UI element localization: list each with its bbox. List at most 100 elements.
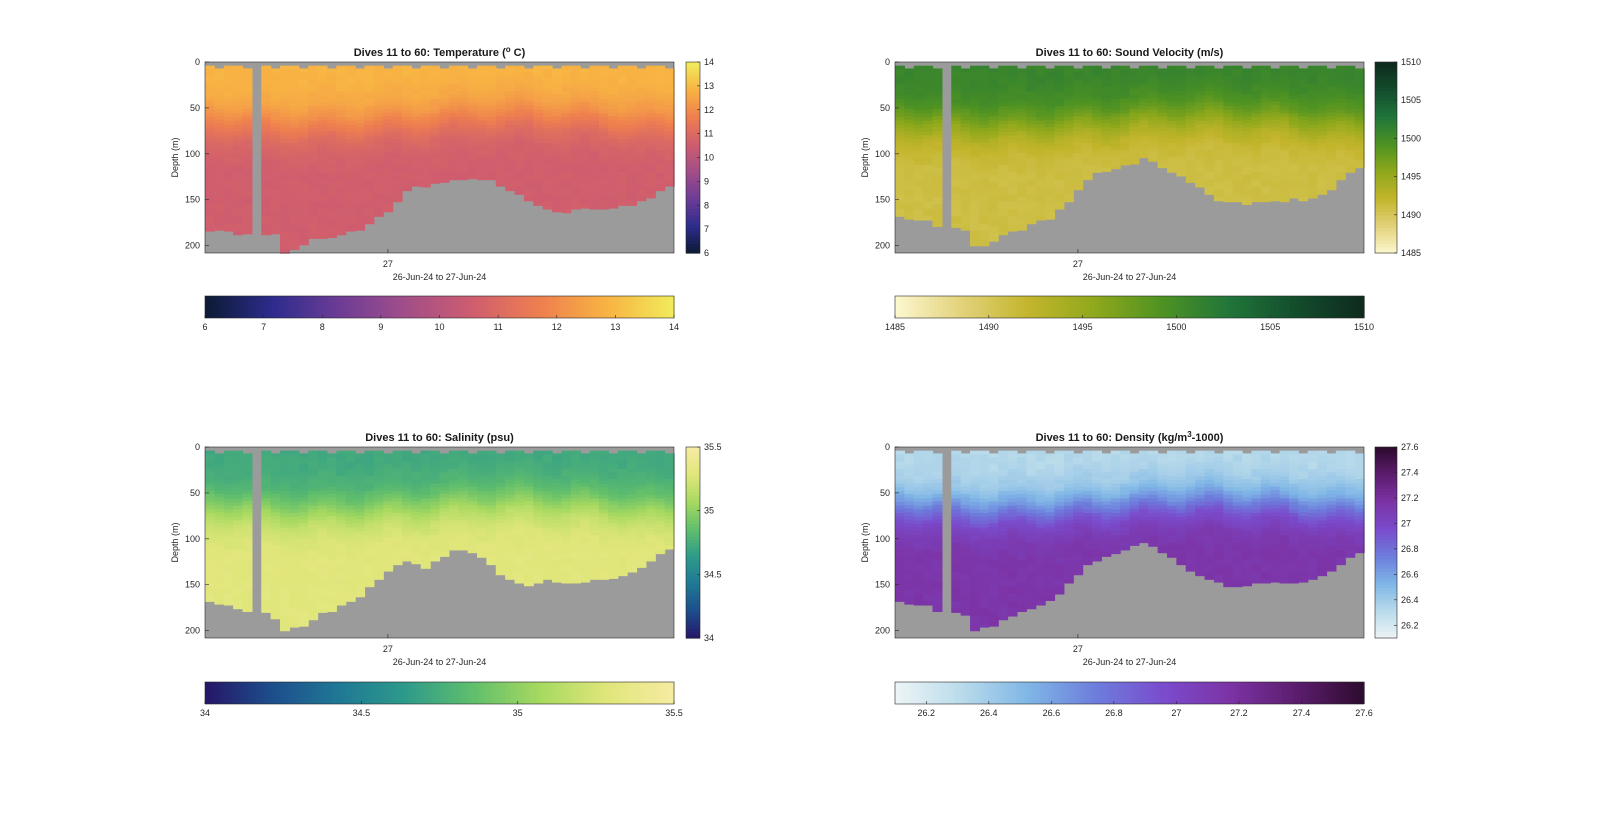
heatmap-cell — [1335, 139, 1346, 144]
heatmap-cell — [214, 226, 225, 231]
heatmap-cell — [1251, 73, 1262, 78]
colorbar-swatch — [686, 116, 700, 120]
heatmap-cell — [1176, 120, 1187, 126]
heatmap-cell — [364, 450, 375, 455]
heatmap-cell — [1026, 183, 1037, 188]
heatmap-cell — [477, 95, 487, 100]
heatmap-cell — [298, 541, 309, 546]
heatmap-cell — [326, 233, 337, 238]
heatmap-cell — [355, 72, 366, 77]
heatmap-cell — [223, 142, 234, 148]
heatmap-cell — [345, 216, 356, 221]
heatmap-cell — [1213, 123, 1224, 128]
colorbar-swatch — [1082, 296, 1088, 318]
heatmap-cell — [1326, 141, 1337, 147]
heatmap-cell — [598, 164, 609, 170]
heatmap-cell — [223, 553, 234, 558]
heatmap-cell — [1073, 141, 1084, 147]
heatmap-cell — [514, 102, 525, 107]
heatmap-cell — [561, 164, 572, 170]
heatmap-cell — [242, 215, 253, 220]
heatmap-cell — [223, 535, 234, 540]
colorbar-swatch — [686, 119, 700, 124]
heatmap-cell — [392, 175, 403, 181]
heatmap-cell — [1054, 69, 1065, 74]
heatmap-cell — [355, 127, 366, 132]
heatmap-cell — [242, 171, 253, 176]
heatmap-cell — [298, 171, 309, 176]
heatmap-cell — [355, 211, 366, 216]
heatmap-cell — [617, 69, 628, 74]
heatmap-cell — [383, 163, 394, 169]
heatmap-cell — [1101, 152, 1112, 158]
heatmap-cell — [988, 90, 999, 95]
heatmap-cell — [458, 120, 469, 126]
heatmap-cell — [298, 167, 309, 172]
heatmap-cell — [336, 480, 347, 485]
heatmap-cell — [223, 542, 234, 547]
heatmap-cell — [533, 164, 544, 170]
heatmap-cell — [355, 156, 366, 161]
heatmap-cell — [298, 482, 309, 488]
heatmap-cell — [1176, 69, 1187, 74]
heatmap-cell — [1185, 83, 1196, 88]
heatmap-cell — [364, 461, 375, 466]
colorbar-swatch — [1375, 249, 1397, 254]
heatmap-cell — [533, 113, 544, 118]
heatmap-cell — [355, 515, 366, 521]
heatmap-cell — [270, 504, 281, 510]
heatmap-cell — [336, 172, 347, 177]
heatmap-cell — [1007, 91, 1018, 96]
heatmap-cell — [383, 90, 394, 95]
heatmap-cell — [998, 131, 1009, 137]
heatmap-cell — [270, 97, 281, 103]
heatmap-cell — [355, 512, 366, 517]
heatmap-cell — [636, 178, 647, 183]
heatmap-cell — [458, 106, 469, 111]
heatmap-cell — [664, 108, 675, 114]
colorbar-swatch — [957, 296, 963, 318]
heatmap-cell — [608, 189, 619, 194]
heatmap-cell — [233, 190, 244, 195]
heatmap-cell — [970, 168, 981, 173]
heatmap-cell — [448, 91, 459, 96]
heatmap-cell — [1204, 135, 1215, 140]
heatmap-cell — [326, 471, 337, 477]
heatmap-cell — [1007, 168, 1018, 173]
heatmap-cell — [477, 157, 487, 162]
heatmap-cell — [298, 504, 309, 510]
heatmap-cell — [589, 153, 600, 159]
heatmap-cell — [1213, 156, 1224, 161]
heatmap-cell — [392, 491, 403, 496]
heatmap-cell — [261, 575, 272, 580]
heatmap-cell — [960, 105, 971, 110]
heatmap-cell — [1270, 130, 1281, 136]
heatmap-cell — [951, 69, 962, 74]
heatmap-cell — [970, 84, 981, 89]
heatmap-cell — [1120, 153, 1131, 159]
heatmap-cell — [923, 205, 934, 210]
heatmap-cell — [439, 174, 450, 180]
heatmap-cell — [308, 520, 319, 525]
heatmap-cell — [392, 146, 403, 151]
heatmap-cell — [533, 87, 544, 92]
heatmap-cell — [205, 465, 215, 470]
heatmap-cell — [979, 190, 990, 195]
heatmap-cell — [317, 535, 328, 540]
heatmap-cell — [430, 157, 441, 162]
heatmap-cell — [1354, 145, 1365, 150]
heatmap-cell — [627, 150, 638, 155]
heatmap-cell — [383, 152, 394, 158]
heatmap-cell — [242, 219, 253, 224]
heatmap-cell — [1101, 101, 1112, 106]
heatmap-cell — [233, 520, 244, 525]
heatmap-cell — [627, 179, 638, 184]
heatmap-cell — [364, 164, 375, 170]
heatmap-cell — [326, 475, 337, 480]
heatmap-cell — [1035, 179, 1046, 184]
heatmap-cell — [392, 542, 403, 547]
heatmap-cell — [960, 127, 971, 132]
heatmap-cell — [326, 548, 337, 554]
heatmap-cell — [336, 535, 347, 540]
heatmap-cell — [655, 172, 666, 177]
